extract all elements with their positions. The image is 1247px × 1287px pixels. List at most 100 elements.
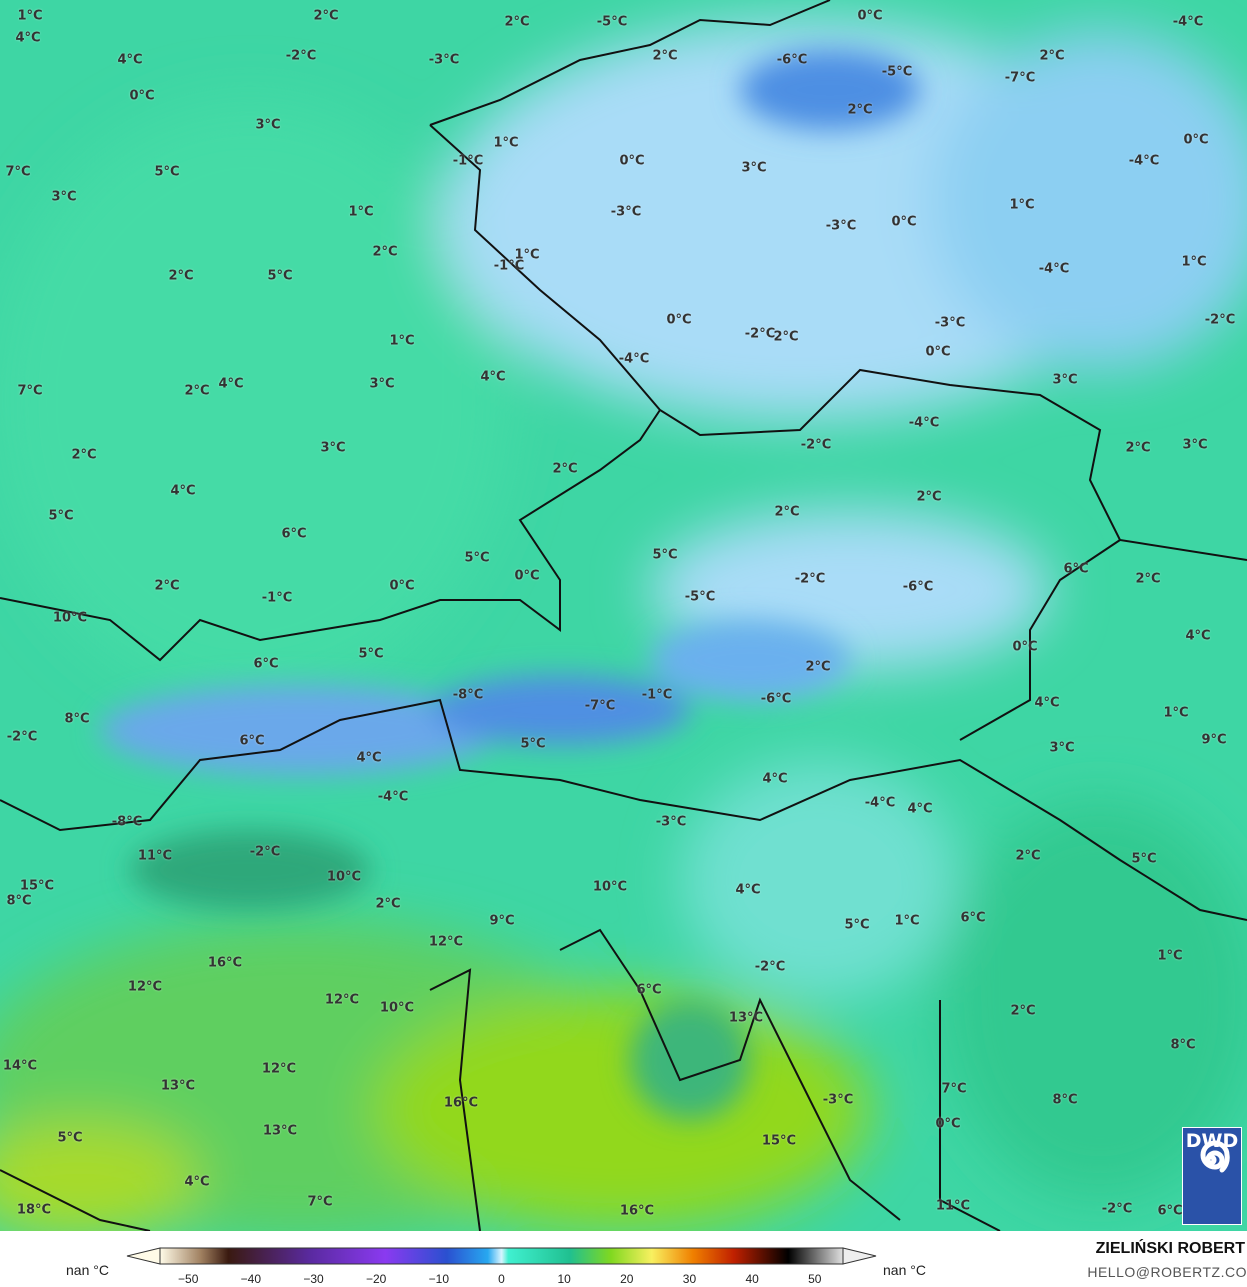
- temperature-label: -3°C: [822, 1092, 854, 1108]
- temperature-label: 0°C: [1183, 132, 1209, 148]
- temperature-label: 14°C: [2, 1058, 38, 1074]
- temperature-label: -1°C: [493, 258, 525, 274]
- temperature-label: -6°C: [760, 691, 792, 707]
- temperature-label: 7°C: [941, 1081, 967, 1097]
- temperature-label: 6°C: [636, 982, 662, 998]
- temperature-label: 2°C: [1039, 48, 1065, 64]
- temperature-label: 5°C: [48, 508, 74, 524]
- temperature-label: 5°C: [154, 164, 180, 180]
- temperature-label: -2°C: [1204, 312, 1236, 328]
- temperature-label: 12°C: [324, 992, 360, 1008]
- temperature-label: 5°C: [844, 917, 870, 933]
- temperature-label: 7°C: [5, 164, 31, 180]
- temperature-label: 15°C: [19, 878, 55, 894]
- temperature-label: 5°C: [1131, 851, 1157, 867]
- temperature-label: 2°C: [1015, 848, 1041, 864]
- colorbar-tick-label: −30: [303, 1272, 324, 1286]
- temperature-label: -4°C: [377, 789, 409, 805]
- temperature-label: 4°C: [15, 30, 41, 46]
- temperature-label: 8°C: [6, 893, 32, 909]
- temperature-label: -4°C: [908, 415, 940, 431]
- temperature-label: -6°C: [902, 579, 934, 595]
- temperature-label: 0°C: [619, 153, 645, 169]
- temperature-label: 2°C: [71, 447, 97, 463]
- temperature-label: 4°C: [170, 483, 196, 499]
- temperature-label: 1°C: [17, 8, 43, 24]
- temperature-label: -2°C: [800, 437, 832, 453]
- temperature-label: 10°C: [592, 879, 628, 895]
- temperature-label: 1°C: [389, 333, 415, 349]
- temperature-label: -4°C: [1172, 14, 1204, 30]
- temperature-label: 4°C: [907, 801, 933, 817]
- temperature-label: -5°C: [881, 64, 913, 80]
- temperature-label: 2°C: [184, 383, 210, 399]
- temperature-label: 3°C: [1049, 740, 1075, 756]
- temperature-label: -3°C: [428, 52, 460, 68]
- temperature-label: 1°C: [514, 247, 540, 263]
- temperature-label: -2°C: [6, 729, 38, 745]
- temperature-label: 0°C: [935, 1116, 961, 1132]
- temperature-label: 11°C: [935, 1198, 971, 1214]
- temperature-label: 2°C: [375, 896, 401, 912]
- temperature-label: 4°C: [762, 771, 788, 787]
- colorbar-tick-label: −10: [428, 1272, 450, 1286]
- temperature-label: 7°C: [307, 1194, 333, 1210]
- temperature-label: 4°C: [117, 52, 143, 68]
- temperature-label: 10°C: [52, 610, 88, 626]
- temperature-label: 0°C: [666, 312, 692, 328]
- temperature-label: 0°C: [925, 344, 951, 360]
- temperature-label: -1°C: [641, 687, 673, 703]
- temperature-label: 1°C: [1181, 254, 1207, 270]
- colorbar-tick-label: 30: [682, 1272, 697, 1286]
- temperature-label: -1°C: [452, 153, 484, 169]
- temperature-label: 10°C: [379, 1000, 415, 1016]
- temperature-label: 2°C: [313, 8, 339, 24]
- temperature-label: -4°C: [864, 795, 896, 811]
- temperature-label: 2°C: [847, 102, 873, 118]
- temperature-label: 4°C: [735, 882, 761, 898]
- temperature-label: 6°C: [253, 656, 279, 672]
- temperature-label: 1°C: [1163, 705, 1189, 721]
- temperature-label: -4°C: [618, 351, 650, 367]
- temperature-map[interactable]: 1°C 4°C 2°C 2°C -5°C 0°C -4°C 4°C -2°C -3°C 2°C -6°…: [0, 0, 1247, 1232]
- temperature-label: -3°C: [610, 204, 642, 220]
- colorbar: [126, 1247, 877, 1265]
- temperature-label: 8°C: [1170, 1037, 1196, 1053]
- temperature-label: 4°C: [356, 750, 382, 766]
- temperature-label: 4°C: [480, 369, 506, 385]
- temperature-label: 2°C: [652, 48, 678, 64]
- temperature-label: 6°C: [1063, 561, 1089, 577]
- temperature-label: -7°C: [584, 698, 616, 714]
- temperature-label: 2°C: [168, 268, 194, 284]
- legend-right-label: nan °C: [883, 1262, 926, 1278]
- temperature-label: 16°C: [619, 1203, 655, 1219]
- temperature-label: 3°C: [51, 189, 77, 205]
- temperature-label: 3°C: [1052, 372, 1078, 388]
- temperature-label: 1°C: [1157, 948, 1183, 964]
- temperature-label: 1°C: [493, 135, 519, 151]
- temperature-label: 0°C: [389, 578, 415, 594]
- temperature-label: 0°C: [129, 88, 155, 104]
- temperature-label: -2°C: [754, 959, 786, 975]
- temperature-label: -8°C: [452, 687, 484, 703]
- temperature-label: 4°C: [218, 376, 244, 392]
- temperature-label: 1°C: [894, 913, 920, 929]
- temperature-label: 13°C: [160, 1078, 196, 1094]
- colorbar-tick-label: −40: [240, 1272, 262, 1286]
- temperature-label: 12°C: [428, 934, 464, 950]
- temperature-label: 2°C: [504, 14, 530, 30]
- temperature-label: 0°C: [1012, 639, 1038, 655]
- legend: −50 −40 −30 −20 −10 0 10 20 30 40 50: [0, 1231, 1247, 1287]
- temperature-label: 13°C: [728, 1010, 764, 1026]
- temperature-label: 5°C: [520, 736, 546, 752]
- temperature-label: -2°C: [1101, 1201, 1133, 1217]
- legend-left-label: nan °C: [66, 1262, 109, 1278]
- temperature-label: 6°C: [239, 733, 265, 749]
- dwd-logo: DWD: [1182, 1127, 1242, 1225]
- temperature-label: 1°C: [348, 204, 374, 220]
- temperature-label: 6°C: [960, 910, 986, 926]
- colorbar-tick-label: 0: [498, 1272, 505, 1286]
- temperature-label: 16°C: [443, 1095, 479, 1111]
- temperature-label: -7°C: [1004, 70, 1036, 86]
- credit-email[interactable]: HELLO@ROBERTZ.CO: [1087, 1264, 1247, 1280]
